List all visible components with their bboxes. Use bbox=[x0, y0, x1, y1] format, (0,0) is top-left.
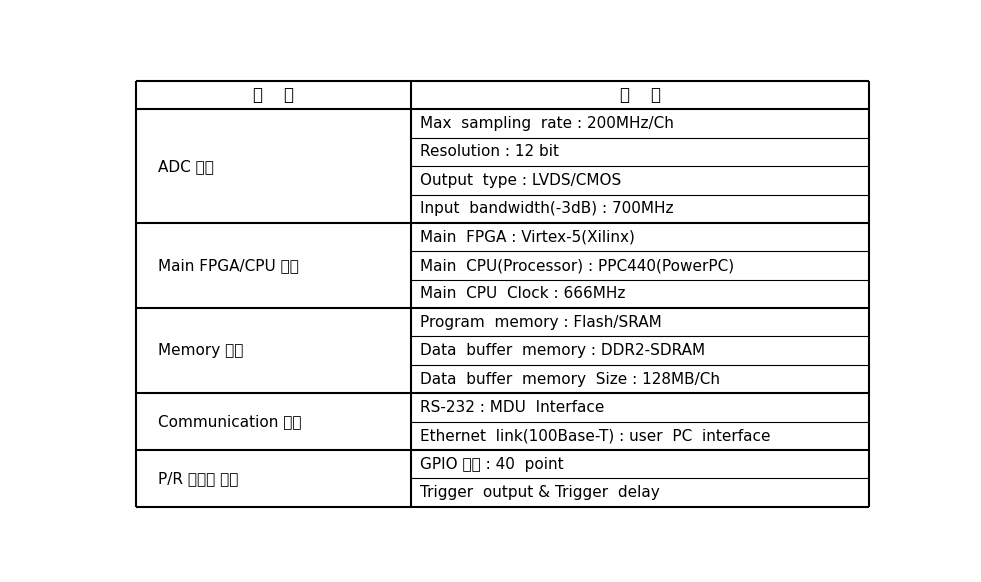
Text: Ethernet  link(100Base-T) : user  PC  interface: Ethernet link(100Base-T) : user PC inter… bbox=[420, 428, 770, 443]
Text: Main  FPGA : Virtex-5(Xilinx): Main FPGA : Virtex-5(Xilinx) bbox=[420, 230, 635, 244]
Text: Data  buffer  memory  Size : 128MB/Ch: Data buffer memory Size : 128MB/Ch bbox=[420, 371, 720, 386]
Text: GPIO 출력 : 40  point: GPIO 출력 : 40 point bbox=[420, 457, 563, 471]
Text: Data  buffer  memory : DDR2-SDRAM: Data buffer memory : DDR2-SDRAM bbox=[420, 343, 705, 358]
Text: Main FPGA/CPU 규격: Main FPGA/CPU 규격 bbox=[158, 258, 299, 273]
Text: Memory 규격: Memory 규격 bbox=[158, 343, 243, 358]
Text: Trigger  output & Trigger  delay: Trigger output & Trigger delay bbox=[420, 485, 659, 500]
Text: Resolution : 12 bit: Resolution : 12 bit bbox=[420, 144, 559, 159]
Text: RS-232 : MDU  Interface: RS-232 : MDU Interface bbox=[420, 400, 604, 415]
Text: 기    준: 기 준 bbox=[620, 86, 660, 104]
Text: Communication 규격: Communication 규격 bbox=[158, 414, 302, 429]
Text: Main  CPU(Processor) : PPC440(PowerPC): Main CPU(Processor) : PPC440(PowerPC) bbox=[420, 258, 734, 273]
Text: P/R 콘트롤 규격: P/R 콘트롤 규격 bbox=[158, 471, 238, 486]
Text: 항    목: 항 목 bbox=[253, 86, 294, 104]
Text: Max  sampling  rate : 200MHz/Ch: Max sampling rate : 200MHz/Ch bbox=[420, 116, 674, 131]
Text: Main  CPU  Clock : 666MHz: Main CPU Clock : 666MHz bbox=[420, 286, 625, 301]
Text: ADC 규격: ADC 규격 bbox=[158, 159, 214, 173]
Text: Output  type : LVDS/CMOS: Output type : LVDS/CMOS bbox=[420, 173, 621, 188]
Text: Program  memory : Flash/SRAM: Program memory : Flash/SRAM bbox=[420, 315, 662, 330]
Text: Input  bandwidth(-3dB) : 700MHz: Input bandwidth(-3dB) : 700MHz bbox=[420, 201, 673, 217]
